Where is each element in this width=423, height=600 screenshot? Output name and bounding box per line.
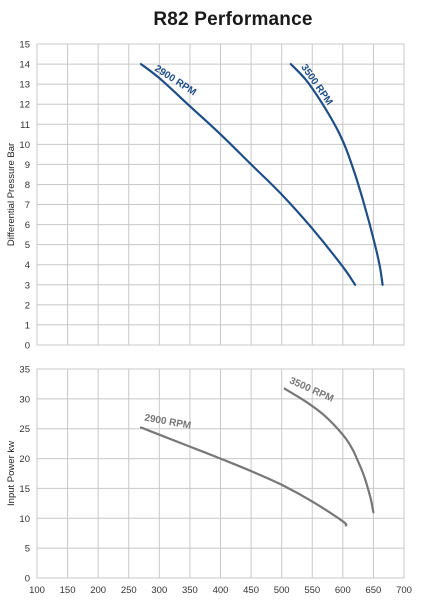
x-tick-label: 100: [29, 585, 45, 596]
pressure-curve-2900-rpm: [139, 62, 357, 286]
y-tick-label: 15: [19, 484, 30, 495]
y-tick-label: 0: [25, 341, 30, 352]
x-tick-label: 600: [335, 585, 351, 596]
y-axis-label: Input Power kw: [6, 441, 17, 506]
y-tick-label: 35: [19, 365, 30, 376]
y-tick-label: 10: [19, 514, 30, 525]
x-tick-label: 700: [396, 585, 412, 596]
y-tick-label: 15: [19, 40, 30, 51]
plot-frame: [36, 43, 405, 346]
x-tick-label: 450: [243, 585, 259, 596]
pressure-curve-3500-rpm: [289, 62, 384, 286]
y-tick-label: 4: [25, 260, 30, 271]
x-tick-label: 300: [151, 585, 167, 596]
y-tick-label: 8: [25, 180, 30, 191]
y-tick-label: 2: [25, 300, 30, 311]
y-tick-label: 12: [19, 100, 30, 111]
pressure-curve-label-3500-rpm: 3500 RPM: [298, 62, 334, 107]
y-tick-label: 11: [20, 120, 30, 131]
x-tick-label: 150: [60, 585, 76, 596]
y-tick-label: 14: [19, 60, 30, 71]
x-tick-label: 200: [90, 585, 106, 596]
plot-frame: [36, 368, 405, 579]
y-tick-label: 9: [25, 160, 30, 171]
y-tick-label: 6: [25, 220, 30, 231]
chart-title: R82 Performance: [153, 9, 313, 30]
power-curve-label-3500-rpm: 3500 RPM: [288, 375, 336, 404]
y-tick-label: 13: [19, 80, 30, 91]
y-tick-label: 1: [25, 320, 30, 331]
x-tick-label: 550: [304, 585, 320, 596]
x-tick-label: 250: [121, 585, 137, 596]
power-curve-3500-rpm: [283, 387, 375, 514]
y-tick-label: 5: [25, 544, 30, 555]
power-chart-panel: 0 5 10 15 20 25 30 35 100 150 200 250 300 350 400 450 50…: [6, 365, 412, 597]
x-tick-label: 350: [182, 585, 198, 596]
y-tick-label: 0: [25, 574, 30, 585]
y-tick-label: 10: [19, 140, 30, 151]
power-curve-2900-rpm: [139, 426, 348, 527]
x-tick-label: 400: [213, 585, 229, 596]
y-tick-label: 3: [25, 280, 30, 291]
y-axis-label: Differential Pressure Bar: [6, 143, 17, 246]
x-tick-label: 650: [365, 585, 381, 596]
y-tick-label: 30: [19, 394, 30, 405]
x-tick-label: 500: [274, 585, 290, 596]
y-tick-label: 7: [25, 200, 30, 211]
y-tick-label: 5: [25, 240, 30, 251]
y-tick-label: 25: [19, 424, 30, 435]
y-tick-label: 20: [19, 454, 30, 465]
